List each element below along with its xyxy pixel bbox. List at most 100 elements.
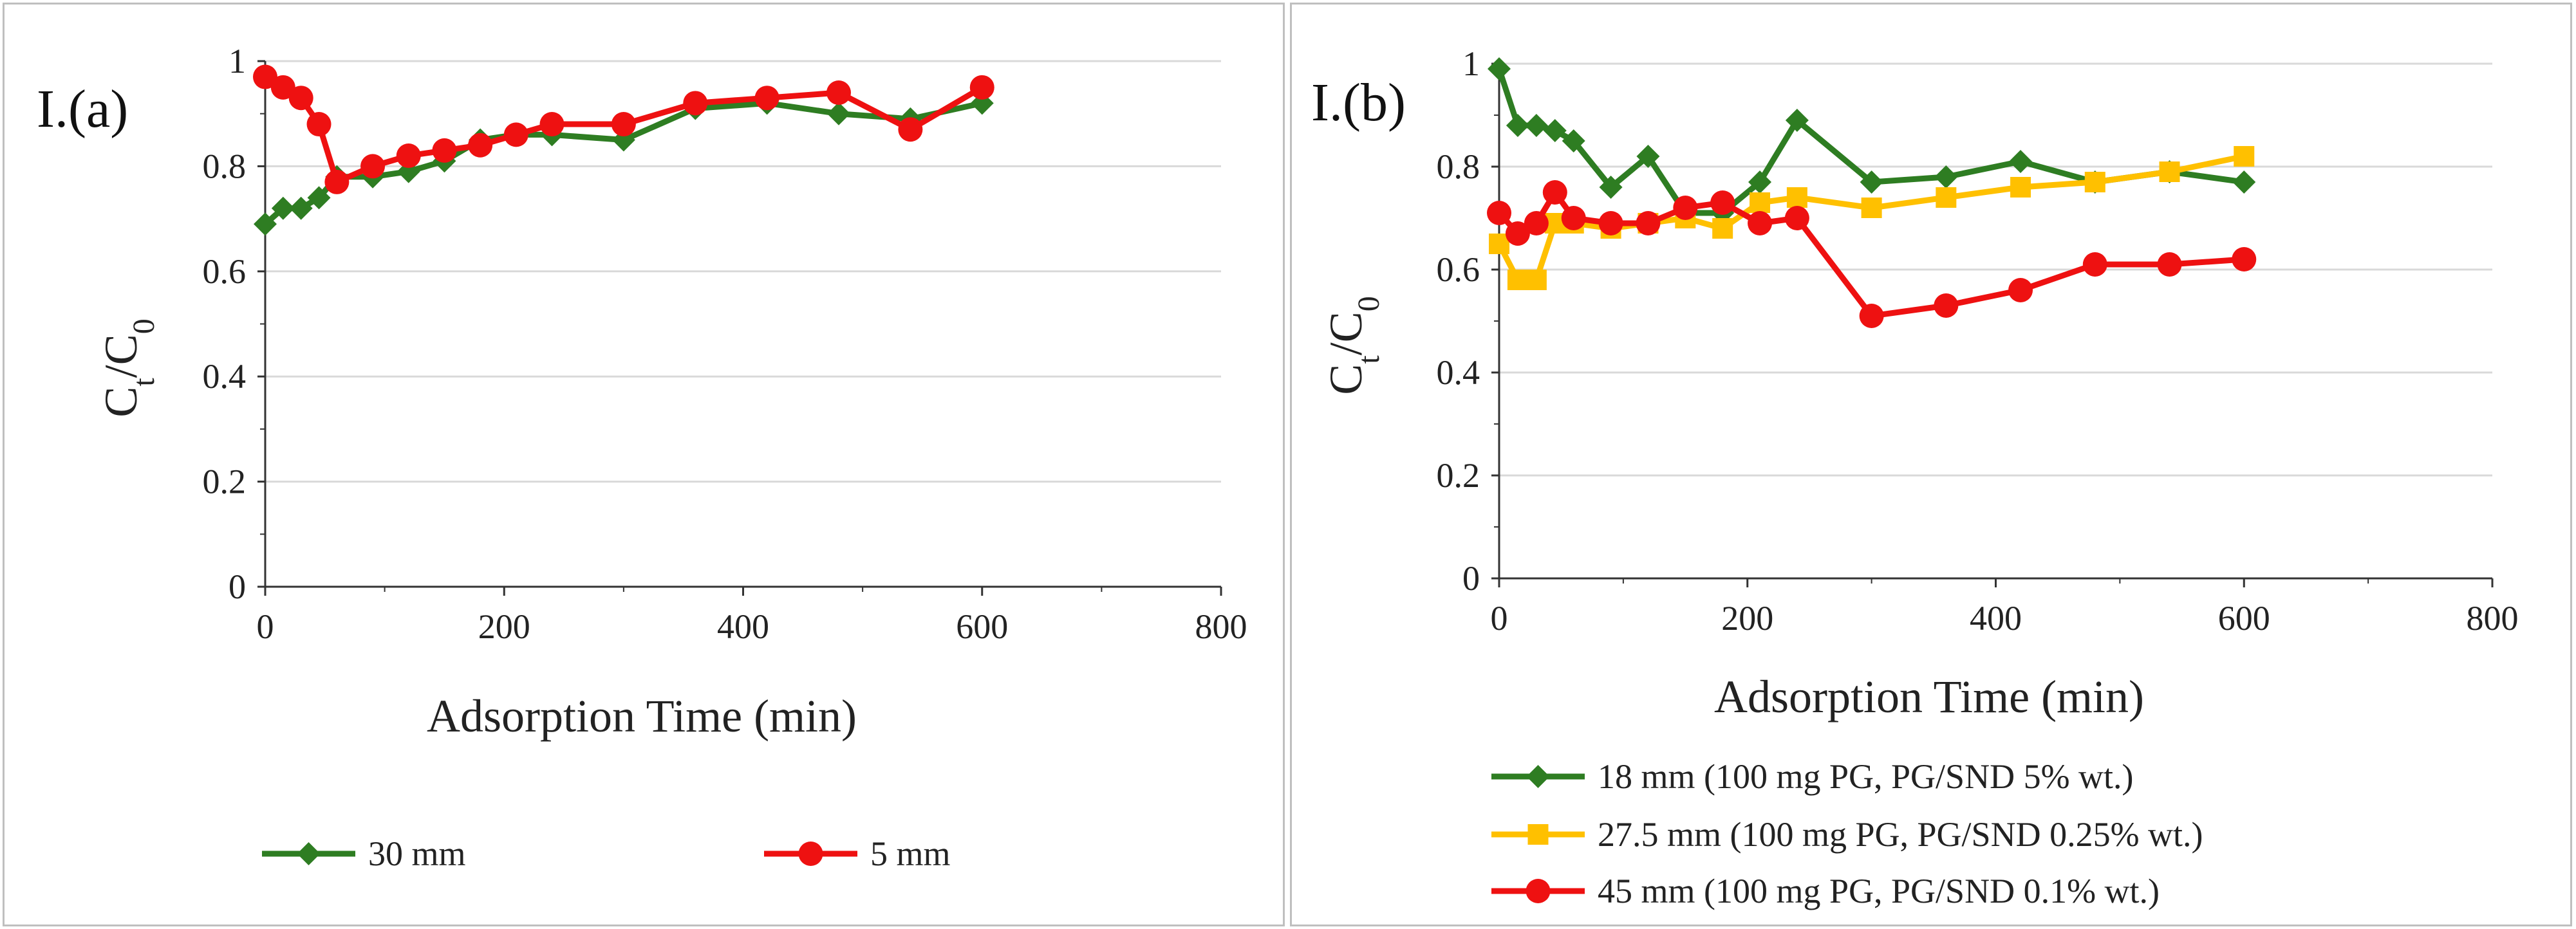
data-point-b-1-10 <box>1786 187 1807 208</box>
data-point-a-1-11 <box>611 112 636 137</box>
data-point-b-2-5 <box>1598 211 1623 235</box>
data-point-b-1-14 <box>2084 172 2105 192</box>
data-point-b-2-16 <box>2232 247 2257 271</box>
data-point-b-1-16 <box>2234 146 2255 167</box>
legend-label-a-1: 5 mm <box>870 834 951 873</box>
data-point-b-2-6 <box>1636 211 1661 235</box>
data-point-a-0-1 <box>271 196 295 220</box>
x-tick-label-a-1: 200 <box>478 607 530 646</box>
x-axis-title-a: Adsorption Time (min) <box>427 690 857 742</box>
data-point-b-2-10 <box>1784 206 1809 230</box>
data-point-b-2-11 <box>1859 304 1884 328</box>
data-point-b-2-2 <box>1524 211 1549 235</box>
data-point-a-1-3 <box>306 112 331 137</box>
data-point-a-0-2 <box>289 196 313 220</box>
legend-marker-a-0 <box>297 842 321 865</box>
data-point-b-2-15 <box>2157 252 2182 277</box>
y-tick-label-a-4: 0.8 <box>203 147 247 185</box>
data-point-b-0-2 <box>1524 114 1548 137</box>
data-point-a-0-0 <box>254 212 277 236</box>
data-point-b-1-15 <box>2159 161 2180 182</box>
data-point-b-0-5 <box>1599 176 1623 199</box>
chart-panel-a: 0 0.2 0.4 0.6 0.8 1 0 200 400 600 800 I.(a) Adsorp… <box>3 3 1285 926</box>
data-point-b-2-7 <box>1673 196 1698 220</box>
data-point-b-0-13 <box>2009 150 2033 173</box>
data-point-b-1-2 <box>1526 270 1547 290</box>
y-tick-label-a-3: 0.6 <box>203 252 247 291</box>
data-point-a-1-7 <box>432 138 457 163</box>
data-point-b-1-9 <box>1750 192 1771 213</box>
data-point-b-2-3 <box>1542 180 1567 205</box>
data-point-b-1-12 <box>1936 187 1957 208</box>
y-tick-label-a-5: 1 <box>229 42 246 80</box>
data-point-a-1-14 <box>826 80 851 106</box>
data-point-a-1-10 <box>539 112 565 137</box>
y-tick-label-b-5: 1 <box>1462 44 1480 83</box>
data-point-b-0-0 <box>1488 57 1511 80</box>
y-axis-title-b: Ct/C0 <box>1320 296 1386 394</box>
legend-marker-b-2 <box>1526 879 1551 903</box>
data-point-b-2-14 <box>2082 252 2107 277</box>
data-point-a-1-13 <box>754 86 779 111</box>
data-point-a-1-12 <box>683 91 708 116</box>
y-tick-label-b-3: 0.6 <box>1437 250 1480 289</box>
data-point-b-0-11 <box>1860 170 1883 194</box>
data-point-a-1-0 <box>253 64 277 89</box>
legend-label-b-1: 27.5 mm (100 mg PG, PG/SND 0.25% wt.) <box>1598 815 2203 854</box>
data-point-b-1-8 <box>1712 218 1733 239</box>
x-tick-label-a-3: 600 <box>956 607 1008 646</box>
y-tick-label-a-0: 0 <box>229 567 246 606</box>
data-point-b-0-10 <box>1785 109 1809 132</box>
data-point-b-2-8 <box>1710 190 1735 215</box>
data-point-a-1-16 <box>969 75 994 100</box>
data-point-a-1-5 <box>360 154 386 179</box>
data-point-a-1-8 <box>468 133 493 158</box>
data-point-a-1-15 <box>898 117 923 142</box>
data-point-b-2-13 <box>2008 278 2033 302</box>
data-point-b-0-6 <box>1636 145 1660 168</box>
legend-marker-b-0 <box>1526 765 1550 788</box>
data-point-b-2-12 <box>1934 293 1959 318</box>
data-point-b-0-4 <box>1562 129 1585 152</box>
x-tick-label-a-4: 800 <box>1195 607 1247 646</box>
data-point-a-1-9 <box>503 122 528 147</box>
legend-marker-b-1 <box>1527 824 1549 845</box>
y-axis-title-a: Ct/C0 <box>95 318 161 417</box>
x-tick-label-b-2: 400 <box>1970 599 2022 638</box>
data-point-a-1-2 <box>288 86 313 111</box>
data-point-b-0-3 <box>1543 119 1567 142</box>
data-point-b-0-16 <box>2232 170 2256 194</box>
data-point-b-1-11 <box>1861 198 1882 218</box>
legend-label-b-2: 45 mm (100 mg PG, PG/SND 0.1% wt.) <box>1598 872 2160 910</box>
x-axis-title-b: Adsorption Time (min) <box>1714 671 2144 722</box>
legend-label-a-0: 30 mm <box>368 834 466 873</box>
data-point-b-0-12 <box>1934 165 1958 189</box>
x-tick-label-b-3: 600 <box>2218 599 2270 638</box>
chart-panel-b: 0 0.2 0.4 0.6 0.8 1 0 200 400 600 800 I.(b) Adsorp… <box>1290 3 2572 926</box>
data-point-b-2-1 <box>1505 221 1530 246</box>
x-tick-label-a-0: 0 <box>257 607 274 646</box>
panel-label-b: I.(b) <box>1311 73 1406 133</box>
legend-label-b-0: 18 mm (100 mg PG, PG/SND 5% wt.) <box>1598 757 2134 796</box>
data-point-b-2-4 <box>1561 206 1586 230</box>
data-point-a-0-14 <box>827 102 850 125</box>
x-tick-label-b-0: 0 <box>1491 599 1508 638</box>
x-tick-label-b-1: 200 <box>1721 599 1773 638</box>
y-tick-label-b-1: 0.2 <box>1437 456 1480 495</box>
data-point-b-1-1 <box>1507 270 1528 290</box>
data-point-b-0-1 <box>1506 114 1529 137</box>
panel-label-a: I.(a) <box>37 79 128 139</box>
data-point-b-2-9 <box>1748 211 1773 235</box>
data-point-a-1-1 <box>270 75 295 100</box>
data-point-b-2-0 <box>1487 201 1511 225</box>
y-tick-label-b-2: 0.4 <box>1437 353 1480 392</box>
chart-b-svg: 0 0.2 0.4 0.6 0.8 1 0 200 400 600 800 I.(b) Adsorp… <box>1311 44 2519 910</box>
data-point-a-1-6 <box>396 143 421 169</box>
y-tick-label-b-0: 0 <box>1462 559 1480 598</box>
legend-marker-a-1 <box>798 842 823 866</box>
x-tick-label-a-2: 400 <box>717 607 769 646</box>
data-point-a-0-3 <box>307 186 331 210</box>
data-point-b-1-13 <box>2010 177 2031 198</box>
x-tick-label-b-4: 800 <box>2467 599 2519 638</box>
chart-a-svg: 0 0.2 0.4 0.6 0.8 1 0 200 400 600 800 I.(a) Adsorp… <box>37 42 1247 873</box>
